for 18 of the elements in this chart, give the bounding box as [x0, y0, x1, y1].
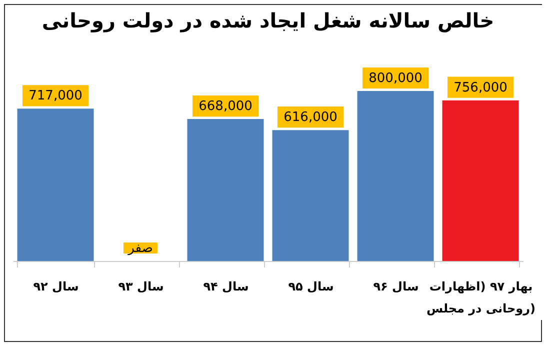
- bar: [357, 91, 434, 261]
- chart-title: خالص سالانه شغل ایجاد شده در دولت روحانی: [42, 8, 494, 32]
- x-tick-label: بهار ۹۷ (اظهارات روحانی در مجلس): [426, 280, 536, 316]
- bar: [17, 108, 94, 261]
- data-label: 668,000: [198, 99, 252, 114]
- data-label: 717,000: [28, 88, 82, 104]
- x-tick-label: سال ۹۲: [33, 280, 79, 294]
- x-tick-label: سال ۹۳: [118, 280, 164, 294]
- data-label: 616,000: [284, 110, 338, 126]
- x-tick-label: سال ۹۶: [373, 280, 419, 294]
- data-label: 800,000: [368, 71, 422, 86]
- x-tick-label: سال ۹۴: [203, 280, 249, 294]
- data-label: صفر: [127, 241, 153, 256]
- bar: [187, 119, 264, 261]
- bar: [442, 100, 519, 261]
- data-label: 756,000: [454, 80, 508, 96]
- x-tick-label: سال ۹۵: [288, 280, 334, 294]
- bar: [272, 130, 349, 261]
